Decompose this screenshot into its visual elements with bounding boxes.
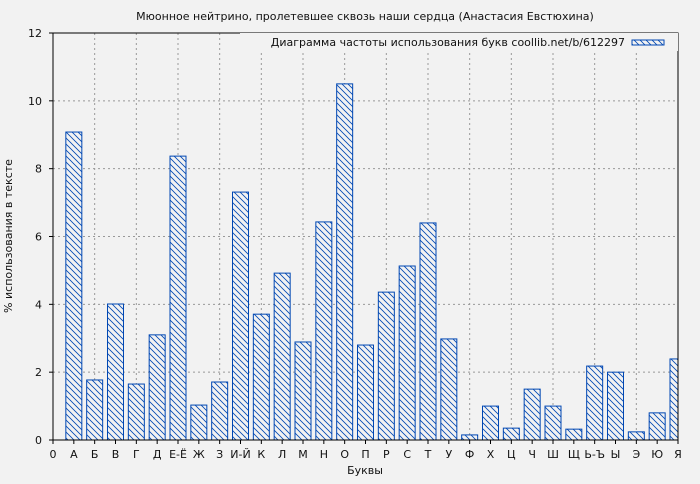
x-tick-label: Б <box>91 448 99 461</box>
x-tick-label: Р <box>383 448 390 461</box>
y-tick-label: 12 <box>28 27 42 40</box>
y-tick-label: 0 <box>35 434 42 447</box>
x-tick-label: П <box>361 448 369 461</box>
bar-Э <box>627 431 645 440</box>
legend-swatch <box>631 39 665 46</box>
y-axis: 0 2 4 6 8 10 12 <box>28 27 53 447</box>
chart-title: Мюонное нейтрино, пролетевшее сквозь наш… <box>136 10 594 23</box>
legend-box <box>240 33 678 51</box>
bar-О <box>336 83 354 440</box>
x-tick-label: С <box>403 448 411 461</box>
bar-В <box>107 303 124 440</box>
bar-П <box>357 344 374 440</box>
bar-Ь-Ъ <box>586 365 604 440</box>
bar-Щ <box>565 428 583 440</box>
bar-Т <box>419 222 437 440</box>
y-tick-label: 10 <box>28 95 42 108</box>
bar-И-Й <box>232 191 249 440</box>
legend: Диаграмма частоты использования букв coo… <box>240 33 678 51</box>
x-tick-label: Ц <box>507 448 516 461</box>
x-axis-label: Буквы <box>347 464 383 477</box>
y-tick-label: 4 <box>35 298 42 311</box>
x-tick-label: Л <box>278 448 286 461</box>
bar-К <box>252 313 270 440</box>
bar-Ц <box>502 427 520 440</box>
bar-Ы <box>607 371 624 440</box>
x-tick-label: Ч <box>528 448 536 461</box>
bars <box>65 83 678 440</box>
x-tick-label: А <box>70 448 78 461</box>
grid <box>53 33 678 440</box>
bar-Ю <box>648 412 666 440</box>
x-tick-label: Щ <box>568 448 580 461</box>
x-tick-label: Ы <box>611 448 621 461</box>
bar-Н <box>315 221 333 440</box>
bar-М <box>294 341 312 440</box>
x-tick-label: 0 <box>50 448 57 461</box>
x-tick-label: К <box>257 448 265 461</box>
bar-Е-Ё <box>169 155 187 440</box>
x-tick-label: Д <box>153 448 162 461</box>
bar-Ф <box>461 434 479 440</box>
x-tick-label: Т <box>424 448 432 461</box>
bar-Ч <box>523 388 541 440</box>
x-tick-label: У <box>445 448 452 461</box>
bar-А <box>65 131 83 440</box>
y-tick-label: 6 <box>35 231 42 244</box>
y-tick-label: 2 <box>35 366 42 379</box>
x-tick-label: Ф <box>465 448 474 461</box>
bar-Д <box>148 334 166 440</box>
bar-С <box>398 265 416 440</box>
y-axis-label: % использования в тексте <box>2 159 15 313</box>
bar-Г <box>127 383 145 440</box>
x-tick-label: В <box>112 448 120 461</box>
bar-У <box>440 338 458 440</box>
legend-label: Диаграмма частоты использования букв coo… <box>271 36 625 49</box>
bar-Л <box>273 272 291 440</box>
x-axis: 0 А Б В Г Д Е-Ё Ж З И-Й К Л М Н О П Р С Т У Ф Х Ц Ч Ш Щ Ь-Ъ Ы Э Ю Я <box>50 440 682 461</box>
x-tick-label: З <box>216 448 223 461</box>
x-tick-label: Ь-Ъ <box>584 448 605 461</box>
bar-З <box>211 381 229 440</box>
x-tick-label: Ш <box>547 448 559 461</box>
bar-Я <box>669 358 678 440</box>
bar-Ж <box>190 404 208 440</box>
x-tick-label: Н <box>320 448 328 461</box>
x-tick-label: Ю <box>651 448 663 461</box>
x-tick-label: М <box>298 448 308 461</box>
bar-Б <box>86 379 104 440</box>
x-tick-label: Я <box>674 448 682 461</box>
bar-Р <box>377 291 395 440</box>
x-tick-label: Ж <box>193 448 205 461</box>
y-tick-label: 8 <box>35 163 42 176</box>
bar-Ш <box>544 405 562 440</box>
x-tick-label: Э <box>632 448 640 461</box>
bar-Х <box>482 405 499 440</box>
x-tick-label: Г <box>133 448 140 461</box>
x-tick-label: И-Й <box>230 448 250 461</box>
x-tick-label: Х <box>487 448 495 461</box>
x-tick-label: О <box>340 448 349 461</box>
x-tick-label: Е-Ё <box>169 448 187 461</box>
